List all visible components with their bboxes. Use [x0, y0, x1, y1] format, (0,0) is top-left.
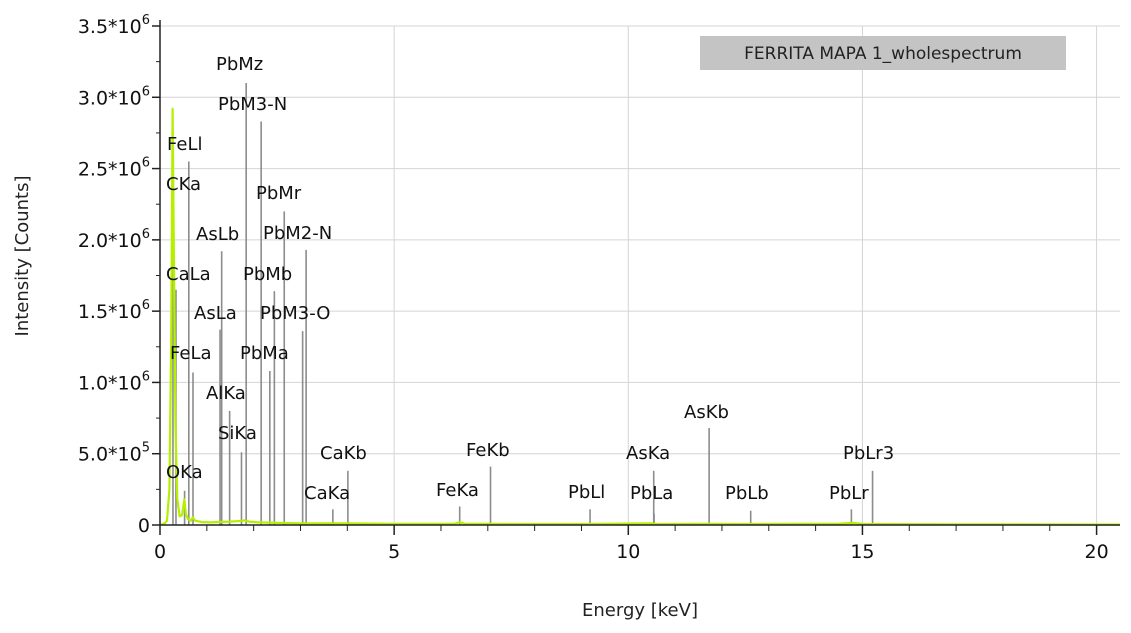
tick-labels: 0 5 10 15 2005.0*1051.0*1061.5*1062.0*1062.5…: [78, 13, 1109, 563]
y-tick-exponent: 6: [142, 369, 150, 384]
legend-label: FERRITA MAPA 1_wholespectrum: [744, 44, 1022, 64]
x-axis-title: Energy [keV]: [582, 600, 698, 621]
peak-label-pbm2-n: PbM2-N: [263, 223, 332, 244]
x-tick-label: 10: [616, 541, 640, 563]
peak-labels: OKa CKa FeLl CaLa FeLa AlKa SiKa AsLa AsLb PbMz Pb…: [166, 54, 894, 504]
y-tick-label: 2.5*106: [78, 156, 150, 181]
peak-label-cka: CKa: [166, 174, 201, 195]
y-tick-exponent: 6: [142, 13, 150, 28]
peak-label-aslb: AsLb: [196, 224, 239, 245]
peak-label-askb: AsKb: [684, 402, 729, 423]
peak-label-fekb: FeKb: [466, 440, 510, 461]
y-tick-label: 1.0*106: [78, 369, 150, 394]
y-tick-label: 3.0*106: [78, 84, 150, 109]
peak-label-alka: AlKa: [206, 383, 246, 404]
y-tick-exponent: 6: [142, 298, 150, 313]
spectrum-line: [159, 107, 1121, 527]
peak-label-fell: FeLl: [167, 134, 202, 155]
y-tick-label: 5.0*105: [78, 441, 150, 466]
y-tick-label: 3.5*106: [78, 13, 150, 38]
peak-label-pbm3-n: PbM3-N: [218, 94, 287, 115]
legend: FERRITA MAPA 1_wholespectrum: [700, 36, 1066, 70]
peak-label-fela: FeLa: [170, 343, 212, 364]
peak-label-asla: AsLa: [194, 303, 237, 324]
grid-lines: [160, 25, 1120, 525]
peak-label-pbll: PbLl: [568, 482, 605, 503]
y-tick-base: 3.5*10: [78, 16, 142, 38]
y-tick-base: 1.0*10: [78, 372, 142, 394]
peak-label-cala: CaLa: [166, 264, 211, 285]
x-tick-label: 0: [154, 541, 166, 563]
x-tick-label: 15: [850, 541, 874, 563]
peak-label-caka: CaKa: [304, 483, 350, 504]
peak-label-pbla: PbLa: [630, 483, 673, 504]
y-tick-base: 3.0*10: [78, 87, 142, 109]
y-tick-base: 2.5*10: [78, 159, 142, 181]
peak-label-pblr3: PbLr3: [843, 443, 894, 464]
peak-label-feka: FeKa: [436, 480, 479, 501]
peak-label-pbmz: PbMz: [216, 54, 263, 75]
peak-label-pbmr: PbMr: [256, 183, 302, 204]
y-tick-label: 2.0*106: [78, 227, 150, 252]
y-tick-exponent: 5: [142, 441, 150, 456]
y-tick-label: 1.5*106: [78, 298, 150, 323]
axes: [152, 20, 1120, 535]
y-tick-base: 1.5*10: [78, 301, 142, 323]
y-tick-base: 5.0*10: [78, 444, 142, 466]
peak-label-aska: AsKa: [626, 443, 670, 464]
y-tick-base: 2.0*10: [78, 230, 142, 252]
peak-label-pbma: PbMa: [240, 343, 289, 364]
x-tick-label: 5: [388, 541, 400, 563]
y-tick-exponent: 6: [142, 227, 150, 242]
y-axis-title: Intensity [Counts]: [12, 176, 33, 337]
peak-label-pblr: PbLr: [829, 483, 869, 504]
peak-label-oka: OKa: [166, 462, 203, 483]
x-tick-label: 20: [1084, 541, 1108, 563]
peak-label-sika: SiKa: [218, 423, 257, 444]
spectrum-series: [159, 107, 1121, 527]
y-tick-label: 0: [138, 515, 150, 537]
peak-label-cakb: CaKb: [320, 443, 367, 464]
y-tick-exponent: 6: [142, 156, 150, 171]
peak-label-pbm3-o: PbM3-O: [260, 303, 330, 324]
y-tick-exponent: 6: [142, 84, 150, 99]
peak-label-pblb: PbLb: [725, 483, 769, 504]
legend-box: [700, 36, 1066, 70]
peak-label-pbmb: PbMb: [243, 264, 292, 285]
